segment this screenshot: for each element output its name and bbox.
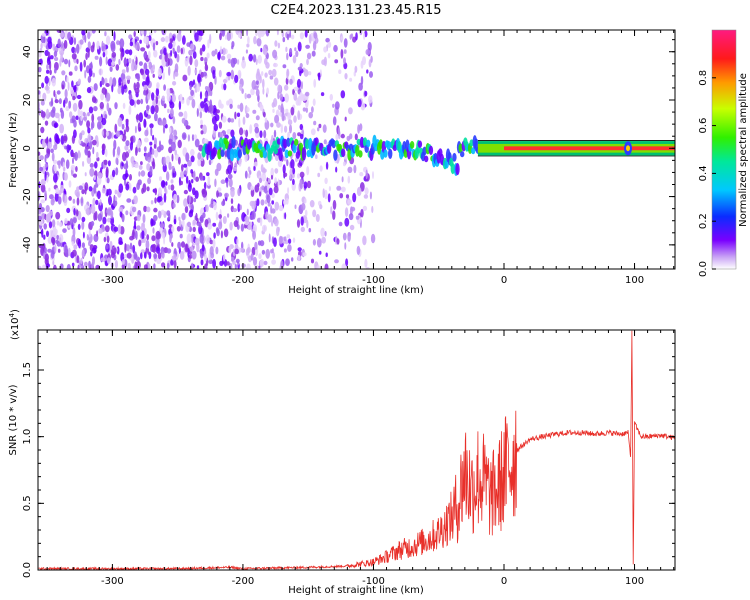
snr-xtick-label: -200 xyxy=(232,576,255,587)
snr-xtick-label: -100 xyxy=(362,576,385,587)
snr-ylabel: SNR (10 * v/v) xyxy=(8,384,19,455)
snr-ytick-label: 1.0 xyxy=(22,429,33,445)
snr-xtick-label: -300 xyxy=(101,576,124,587)
snr-frame xyxy=(37,329,676,571)
snr-xtick-label: 0 xyxy=(501,576,507,587)
colorbar-gradient xyxy=(712,30,736,269)
spectrogram-strong-signal xyxy=(477,140,675,157)
snr-xlabel: Height of straight line (km) xyxy=(288,585,424,596)
snr-scale-suffix: ) xyxy=(10,309,21,313)
snr-ytick-label: 1.5 xyxy=(22,362,33,378)
spectrogram-signal-band xyxy=(201,134,481,176)
spectrogram-xtick-label: 0 xyxy=(501,275,507,286)
snr-ytick-label: 0.0 xyxy=(22,562,33,578)
colorbar-tick-label: 0.6 xyxy=(698,118,709,134)
spectrogram-ytick-label: -20 xyxy=(22,188,33,204)
chart-title: C2E4.2023.131.23.45.R15 xyxy=(270,3,441,18)
spectrogram-xtick-label: -200 xyxy=(232,275,255,286)
colorbar-tick-label: 0.0 xyxy=(698,261,709,277)
spectrogram-ytick-label: 40 xyxy=(22,45,33,58)
spectrogram-ytick-label: -40 xyxy=(22,237,33,253)
snr-scale-label: (x104) xyxy=(8,309,21,340)
spectrogram-frame xyxy=(37,29,676,270)
colorbar-tick-label: 0.4 xyxy=(698,165,709,181)
colorbar: 0.0 0.2 0.4 0.6 0.8 Normalized spectral ampl… xyxy=(698,29,749,277)
snr-scale-exponent: 4 xyxy=(8,312,16,317)
spectrogram-xtick-label: 100 xyxy=(625,275,644,286)
colorbar-tick-label: 0.8 xyxy=(698,70,709,86)
spectrogram-ylabel: Frequency (Hz) xyxy=(8,112,19,188)
svg-text:(x104): (x104) xyxy=(8,309,21,340)
spectrogram-ytick-label: 20 xyxy=(22,94,33,107)
spectrogram-xtick-label: -300 xyxy=(101,275,124,286)
spectrogram-noise xyxy=(38,30,376,269)
spectrogram-xtick-label: -100 xyxy=(362,275,385,286)
snr-series-line xyxy=(38,330,675,570)
colorbar-tick-label: 0.2 xyxy=(698,213,709,229)
spectrogram-ytick-label: 0 xyxy=(22,145,33,151)
spectrogram-xlabel: Height of straight line (km) xyxy=(288,285,424,296)
snr-xtick-label: 100 xyxy=(625,576,644,587)
snr-panel: -300 -200 -100 0 100 0.0 0.5 1.0 1.5 Height of s… xyxy=(8,309,676,596)
colorbar-label: Normalized spectral amplitude xyxy=(738,73,749,227)
snr-scale-prefix: (x10 xyxy=(10,317,21,340)
colorbar-frame xyxy=(711,29,737,270)
snr-ytick-label: 0.5 xyxy=(22,495,33,511)
